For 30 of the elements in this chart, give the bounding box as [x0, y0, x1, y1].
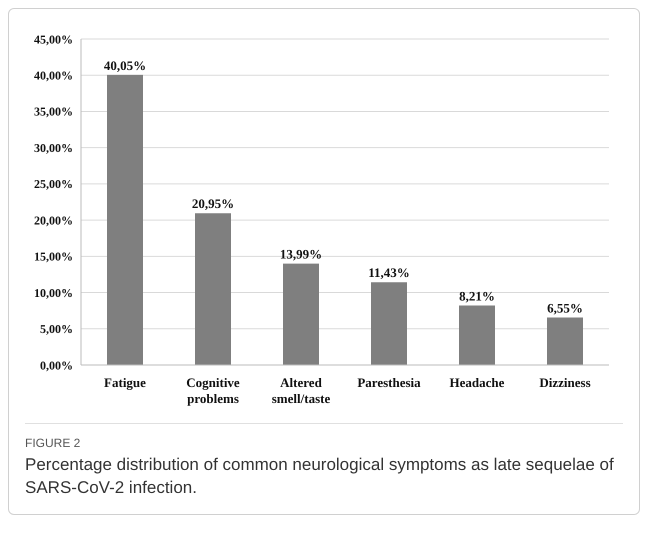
caption: FIGURE 2: [25, 436, 82, 450]
y-tick-label: 10,00%: [34, 286, 73, 300]
x-tick-label: Headache: [450, 375, 505, 390]
x-tick-label: Paresthesia: [357, 375, 422, 390]
y-tick-label: 0,00%: [40, 358, 73, 372]
bar: [371, 282, 407, 365]
y-tick-label: 5,00%: [40, 322, 73, 336]
data-label: 8,21%: [459, 288, 495, 304]
data-label: 40,05%: [104, 58, 146, 73]
y-tick-label: 20,00%: [34, 213, 73, 228]
x-tick-label: Fatigue: [104, 375, 146, 390]
x-tick-label: Altered smell/taste: [272, 375, 330, 406]
text: Percentage distribution of common neurological symptoms as late sequelae of SARS-CoV-2 infection.: [25, 454, 615, 499]
y-tick-label: 40,00%: [34, 68, 73, 82]
y-tick-label: 25,00%: [34, 177, 73, 192]
bar: [283, 264, 319, 365]
x-tick-label: Cognitive problems: [186, 375, 240, 406]
y-tick-label: 35,00%: [34, 104, 73, 119]
y-tick-label: 45,00%: [34, 32, 73, 46]
y-tick-label: 30,00%: [34, 140, 73, 155]
data-label: 6,55%: [547, 300, 583, 316]
bar: [459, 306, 495, 365]
data-label: 11,43%: [368, 265, 410, 280]
bar: [547, 318, 583, 365]
data-label: 20,95%: [192, 196, 234, 212]
bar: [195, 213, 231, 365]
data-label: 13,99%: [280, 246, 322, 262]
x-tick-label: Dizziness: [539, 375, 591, 390]
bar: [107, 74, 143, 365]
y-tick-label: 15,00%: [34, 250, 73, 264]
